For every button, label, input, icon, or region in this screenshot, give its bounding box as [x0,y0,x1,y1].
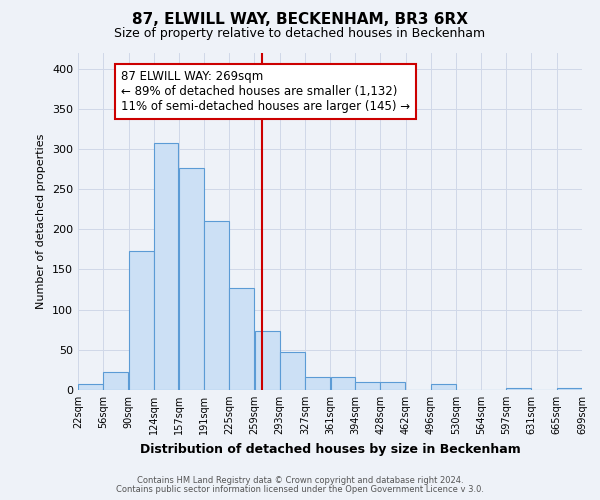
Bar [331,377,355,390]
Bar [506,388,531,390]
Bar [280,352,305,390]
Text: Contains public sector information licensed under the Open Government Licence v : Contains public sector information licen… [116,484,484,494]
Bar [380,382,406,390]
Y-axis label: Number of detached properties: Number of detached properties [37,134,46,309]
Bar [431,384,456,390]
Bar [355,382,380,390]
Bar [204,221,229,390]
Bar [229,288,254,390]
Text: 87 ELWILL WAY: 269sqm
← 89% of detached houses are smaller (1,132)
11% of semi-d: 87 ELWILL WAY: 269sqm ← 89% of detached … [121,70,410,113]
Bar [154,142,178,390]
Bar [129,251,154,390]
Bar [254,332,280,390]
Bar [103,372,128,390]
X-axis label: Distribution of detached houses by size in Beckenham: Distribution of detached houses by size … [140,442,520,456]
Bar [305,377,330,390]
Bar [179,168,203,390]
Text: Contains HM Land Registry data © Crown copyright and database right 2024.: Contains HM Land Registry data © Crown c… [137,476,463,485]
Bar [557,388,582,390]
Text: 87, ELWILL WAY, BECKENHAM, BR3 6RX: 87, ELWILL WAY, BECKENHAM, BR3 6RX [132,12,468,28]
Bar [78,384,103,390]
Text: Size of property relative to detached houses in Beckenham: Size of property relative to detached ho… [115,28,485,40]
